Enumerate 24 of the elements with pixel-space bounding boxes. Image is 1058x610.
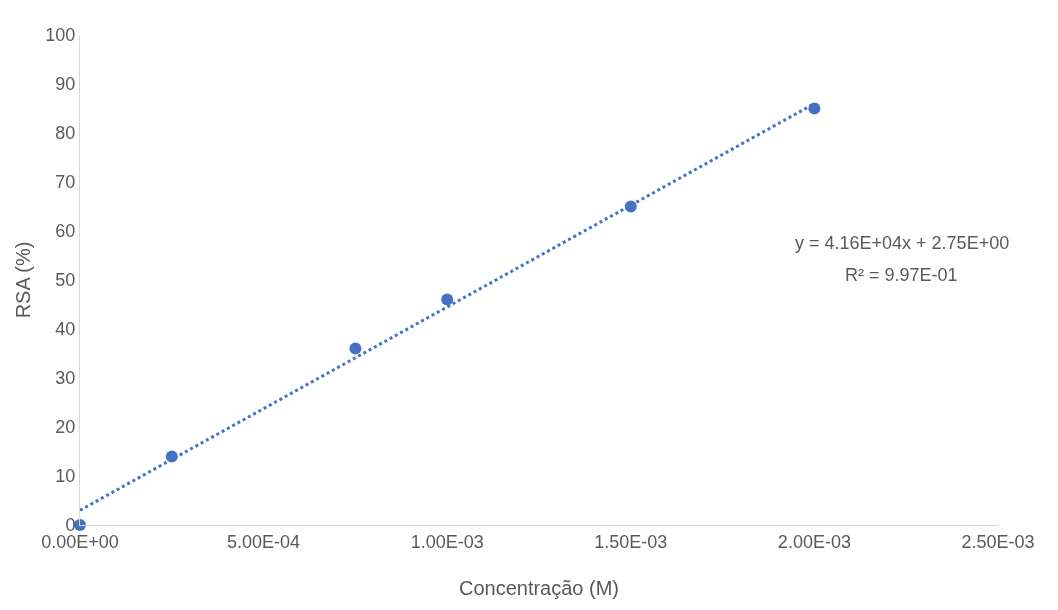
y-tick-label: 100	[45, 25, 76, 46]
point	[165, 450, 178, 463]
y-tick-label: 40	[55, 319, 76, 340]
x-tick-label: 5.00E-04	[227, 531, 301, 552]
y-tick-label: 10	[55, 466, 76, 487]
y-tick-label: 20	[55, 417, 76, 438]
point	[624, 200, 637, 213]
x-tick-label: 2.00E-03	[777, 531, 851, 552]
annotation: y = 4.16E+04x + 2.75E+00	[795, 233, 1010, 253]
x-axis-title: Concentração (M)	[458, 577, 620, 599]
point	[441, 293, 454, 306]
x-tick-label: 2.50E-03	[961, 531, 1035, 552]
y-tick-label: 70	[55, 172, 76, 193]
point	[808, 102, 821, 115]
y-tick-label: 30	[55, 368, 76, 389]
y-axis-title: RSA (%)	[12, 241, 34, 319]
point	[349, 342, 362, 355]
x-tick-label: 1.50E-03	[594, 531, 668, 552]
y-tick-label: 50	[55, 270, 76, 291]
y-tick-label: 80	[55, 123, 76, 144]
y-tick-label: 60	[55, 221, 76, 242]
annotation: R² = 9.97E-01	[845, 265, 958, 285]
y-tick-label: 90	[55, 74, 76, 95]
x-tick-label: 1.00E-03	[410, 531, 484, 552]
